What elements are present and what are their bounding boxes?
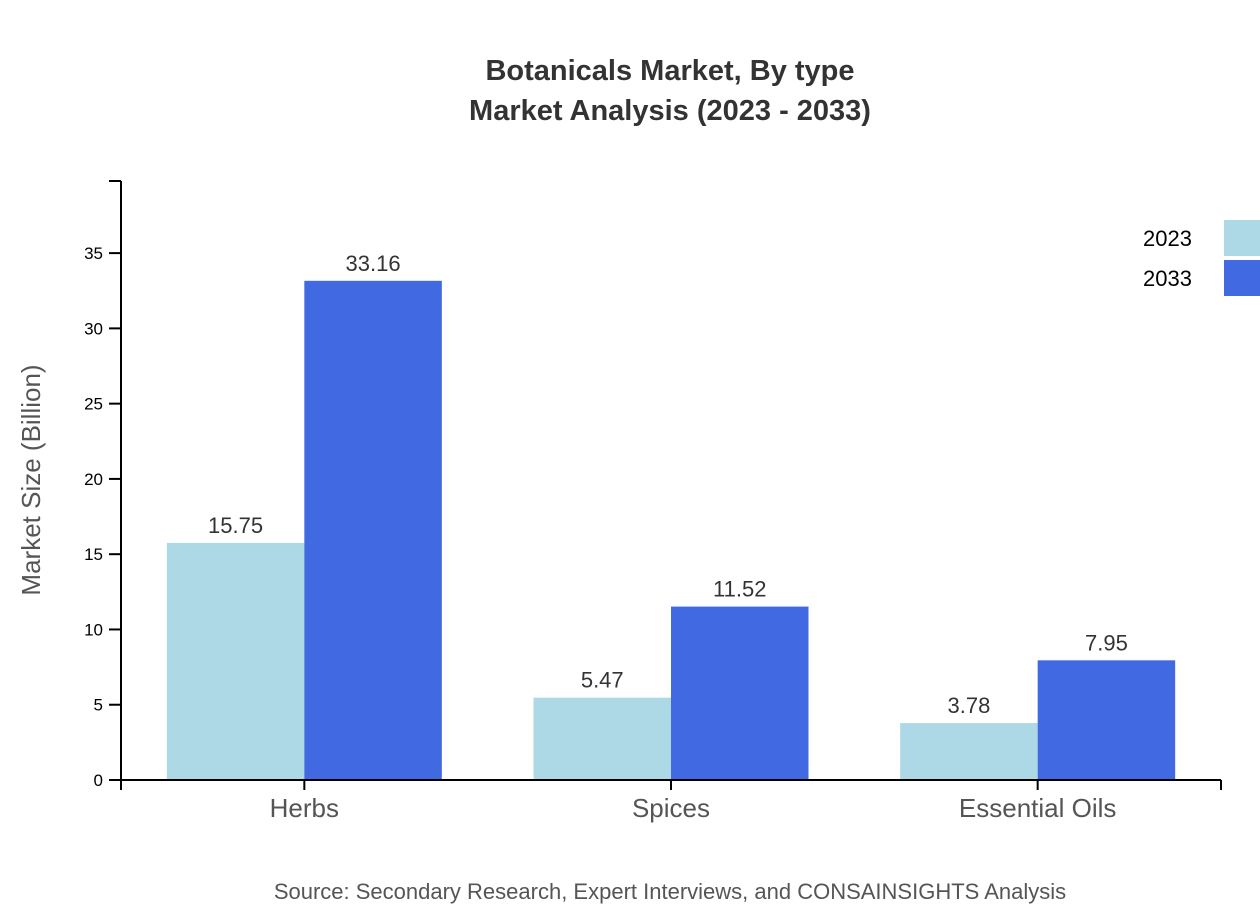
x-tick-label: Herbs <box>270 793 339 823</box>
y-tick-label: 0 <box>94 771 103 790</box>
bar-herbs-2033 <box>304 280 442 780</box>
x-tick-label: Spices <box>632 793 710 823</box>
source-note: Source: Secondary Research, Expert Inter… <box>274 879 1066 904</box>
chart-title: Botanicals Market, By type <box>485 55 854 87</box>
legend-label: 2033 <box>1143 266 1192 291</box>
bar-essential-oils-2033 <box>1037 660 1176 780</box>
y-axis-label: Market Size (Billion) <box>16 364 46 595</box>
y-tick-label: 20 <box>84 470 103 489</box>
legend-label: 2023 <box>1143 226 1192 251</box>
data-label: 11.52 <box>713 577 766 602</box>
y-tick-label: 25 <box>84 395 103 414</box>
bar-spices-2033 <box>671 606 809 780</box>
y-tick-label: 35 <box>84 244 103 263</box>
bar-herbs-2023 <box>166 542 305 780</box>
data-label: 5.47 <box>581 668 624 693</box>
x-tick-label: Essential Oils <box>959 793 1117 823</box>
y-tick-label: 10 <box>84 620 103 639</box>
y-tick-label: 30 <box>84 319 103 338</box>
data-label: 33.16 <box>346 251 401 276</box>
y-tick-label: 5 <box>94 696 103 715</box>
legend-swatch-2033 <box>1224 260 1260 296</box>
chart-subtitle: Market Analysis (2023 - 2033) <box>469 95 871 127</box>
data-label: 3.78 <box>948 693 991 718</box>
y-tick-label: 15 <box>84 545 103 564</box>
legend-swatch-2023 <box>1224 220 1260 256</box>
bar-spices-2023 <box>533 697 671 780</box>
data-label: 15.75 <box>208 513 263 538</box>
bar-essential-oils-2023 <box>900 723 1038 780</box>
data-label: 7.95 <box>1085 630 1128 655</box>
